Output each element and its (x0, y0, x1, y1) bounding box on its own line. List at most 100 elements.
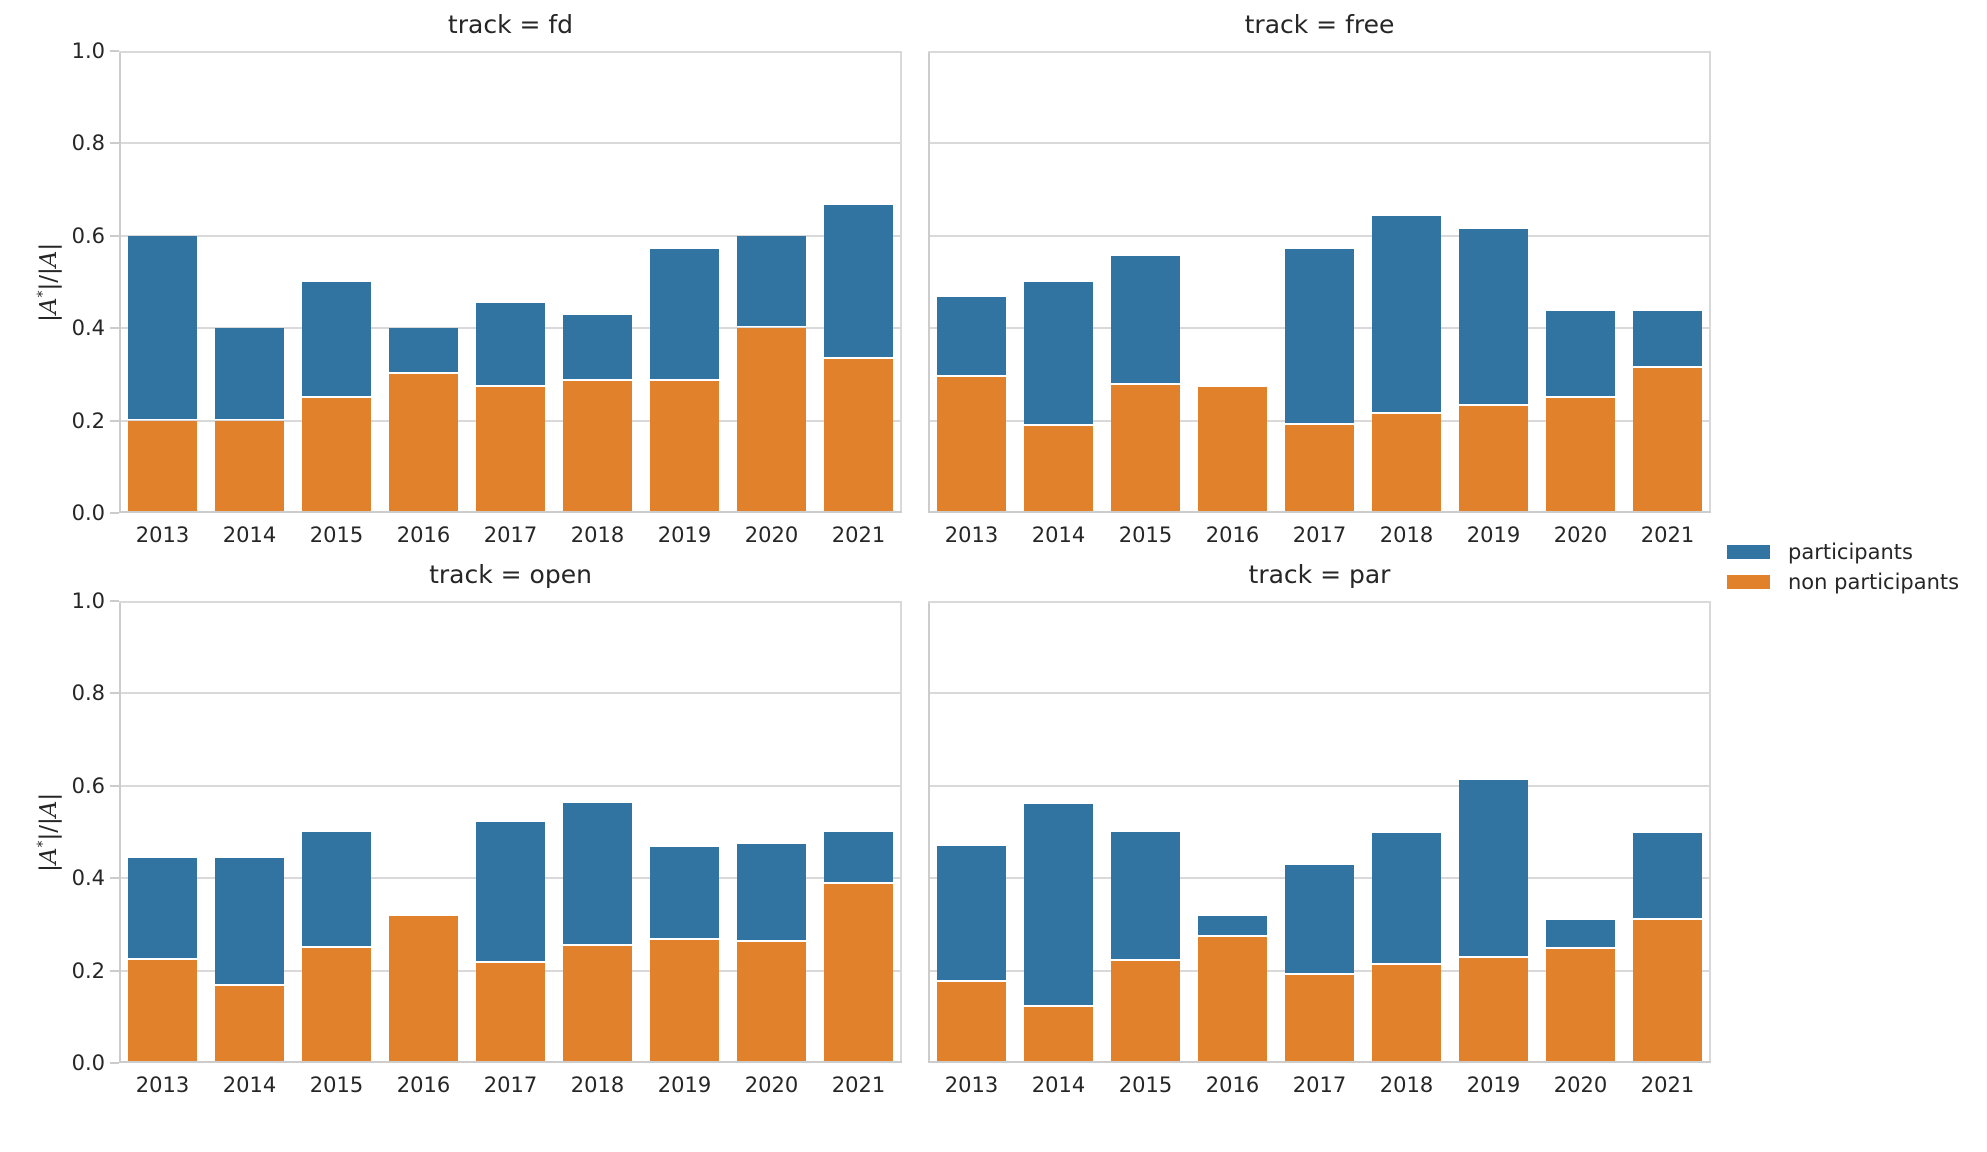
bar-participants-segment (1110, 256, 1181, 383)
bar-non-participants-segment (1632, 368, 1703, 513)
y-tick-label: 0.6 (71, 773, 105, 798)
axis-spine-bottom (119, 1061, 902, 1063)
x-tick-label: 2019 (1466, 523, 1521, 547)
panel-title: track = fd (447, 10, 574, 39)
bar-participants-segment (1371, 215, 1442, 413)
axis-spine-top (928, 51, 1711, 53)
bar-non-participants-segment (475, 962, 546, 1063)
x-tick-label: 2019 (657, 523, 712, 547)
plot-area (928, 51, 1711, 513)
y-tick-mark (110, 969, 119, 972)
y-tick-label: 0.2 (71, 958, 105, 983)
axis-spine-right (900, 601, 902, 1063)
x-tick-label: 2013 (944, 1073, 999, 1097)
bar-non-participants-segment (1110, 384, 1181, 513)
x-tick-label: 2018 (570, 523, 625, 547)
bar-participants-segment (736, 235, 807, 327)
bar-non-participants-segment (1284, 425, 1355, 513)
bar-participants-segment (1110, 832, 1181, 960)
gridline (119, 784, 902, 787)
legend-label: non participants (1788, 569, 1960, 594)
y-tick-label: 0.6 (71, 223, 105, 248)
y-tick-mark (110, 600, 119, 602)
x-tick-label: 2016 (1205, 523, 1260, 547)
bar-participants-segment (1197, 916, 1268, 935)
x-tick-label: 2017 (483, 1073, 538, 1097)
bar-participants-segment (649, 249, 720, 379)
bar-non-participants-segment (936, 982, 1007, 1063)
panel-title: track = open (429, 560, 592, 589)
bar-non-participants-segment (214, 420, 285, 513)
bar-participants-segment (1545, 310, 1616, 396)
panel-title: track = par (1248, 560, 1391, 589)
bar-non-participants-segment (823, 359, 894, 513)
bar-participants-segment (823, 204, 894, 358)
axis-spine-left (928, 601, 930, 1063)
axis-spine-top (119, 51, 902, 53)
axis-spine-left (119, 51, 121, 513)
bar-non-participants-segment (1632, 920, 1703, 1063)
bar-non-participants-segment (1545, 948, 1616, 1063)
y-tick-label: 0.0 (71, 501, 105, 525)
x-tick-label: 2017 (483, 523, 538, 547)
y-tick-label: 0.2 (71, 408, 105, 433)
y-axis-label: |A*|/|A| (34, 242, 62, 322)
y-tick-mark (110, 50, 119, 52)
bar-participants-segment (301, 282, 372, 396)
bar-non-participants-segment (1458, 957, 1529, 1063)
gridline (119, 142, 902, 145)
plot-area (119, 51, 902, 513)
x-tick-label: 2021 (1640, 523, 1695, 547)
bar-participants-segment (823, 832, 894, 883)
x-tick-label: 2020 (1553, 1073, 1608, 1097)
x-tick-label: 2020 (1553, 523, 1608, 547)
bar-participants-segment (1632, 310, 1703, 367)
axis-spine-top (119, 601, 902, 603)
bar-non-participants-segment (1197, 386, 1268, 513)
x-tick-label: 2013 (135, 523, 190, 547)
axis-spine-right (1709, 601, 1711, 1063)
bar-non-participants-segment (649, 380, 720, 513)
bar-non-participants-segment (388, 374, 459, 513)
bar-participants-segment (475, 302, 546, 385)
bar-non-participants-segment (475, 386, 546, 513)
gridline (119, 692, 902, 695)
y-tick-mark (110, 877, 119, 880)
bar-participants-segment (1284, 249, 1355, 424)
gridline (928, 142, 1711, 145)
gridline (119, 234, 902, 237)
bar-non-participants-segment (127, 960, 198, 1063)
bar-non-participants-segment (1023, 1006, 1094, 1063)
axis-spine-right (900, 51, 902, 513)
panel-track-open: track = open |A*|/|A| 2013 2014 2015 2016 20… (35, 561, 902, 1097)
panel-track-fd: track = fd |A*|/|A| 2013 2014 2015 2016 2017… (35, 11, 902, 547)
y-tick-label: 0.4 (71, 316, 105, 341)
x-tick-label: 2014 (1031, 1073, 1086, 1097)
bar-non-participants-segment (388, 916, 459, 1063)
axis-spine-bottom (119, 511, 902, 513)
plot-area (119, 601, 902, 1063)
axis-spine-bottom (928, 1061, 1711, 1063)
y-tick-mark (110, 784, 119, 787)
bar-participants-segment (1458, 228, 1529, 405)
bar-non-participants-segment (214, 985, 285, 1063)
gridline (928, 692, 1711, 695)
x-tick-label: 2014 (1031, 523, 1086, 547)
x-tick-label: 2015 (1118, 523, 1173, 547)
gridline (928, 234, 1711, 237)
y-tick-mark (110, 692, 119, 695)
bar-non-participants-segment (127, 420, 198, 513)
y-tick-label: 0.8 (71, 131, 105, 156)
bar-non-participants-segment (1197, 936, 1268, 1063)
axis-spine-bottom (928, 511, 1711, 513)
bar-non-participants-segment (1110, 961, 1181, 1063)
x-tick-label: 2018 (1379, 523, 1434, 547)
axis-spine-left (119, 601, 121, 1063)
y-tick-mark (110, 1062, 119, 1064)
bar-non-participants-segment (1371, 965, 1442, 1063)
bar-participants-segment (127, 857, 198, 959)
y-tick-mark (110, 419, 119, 422)
bar-non-participants-segment (823, 884, 894, 1063)
plot-area (928, 601, 1711, 1063)
